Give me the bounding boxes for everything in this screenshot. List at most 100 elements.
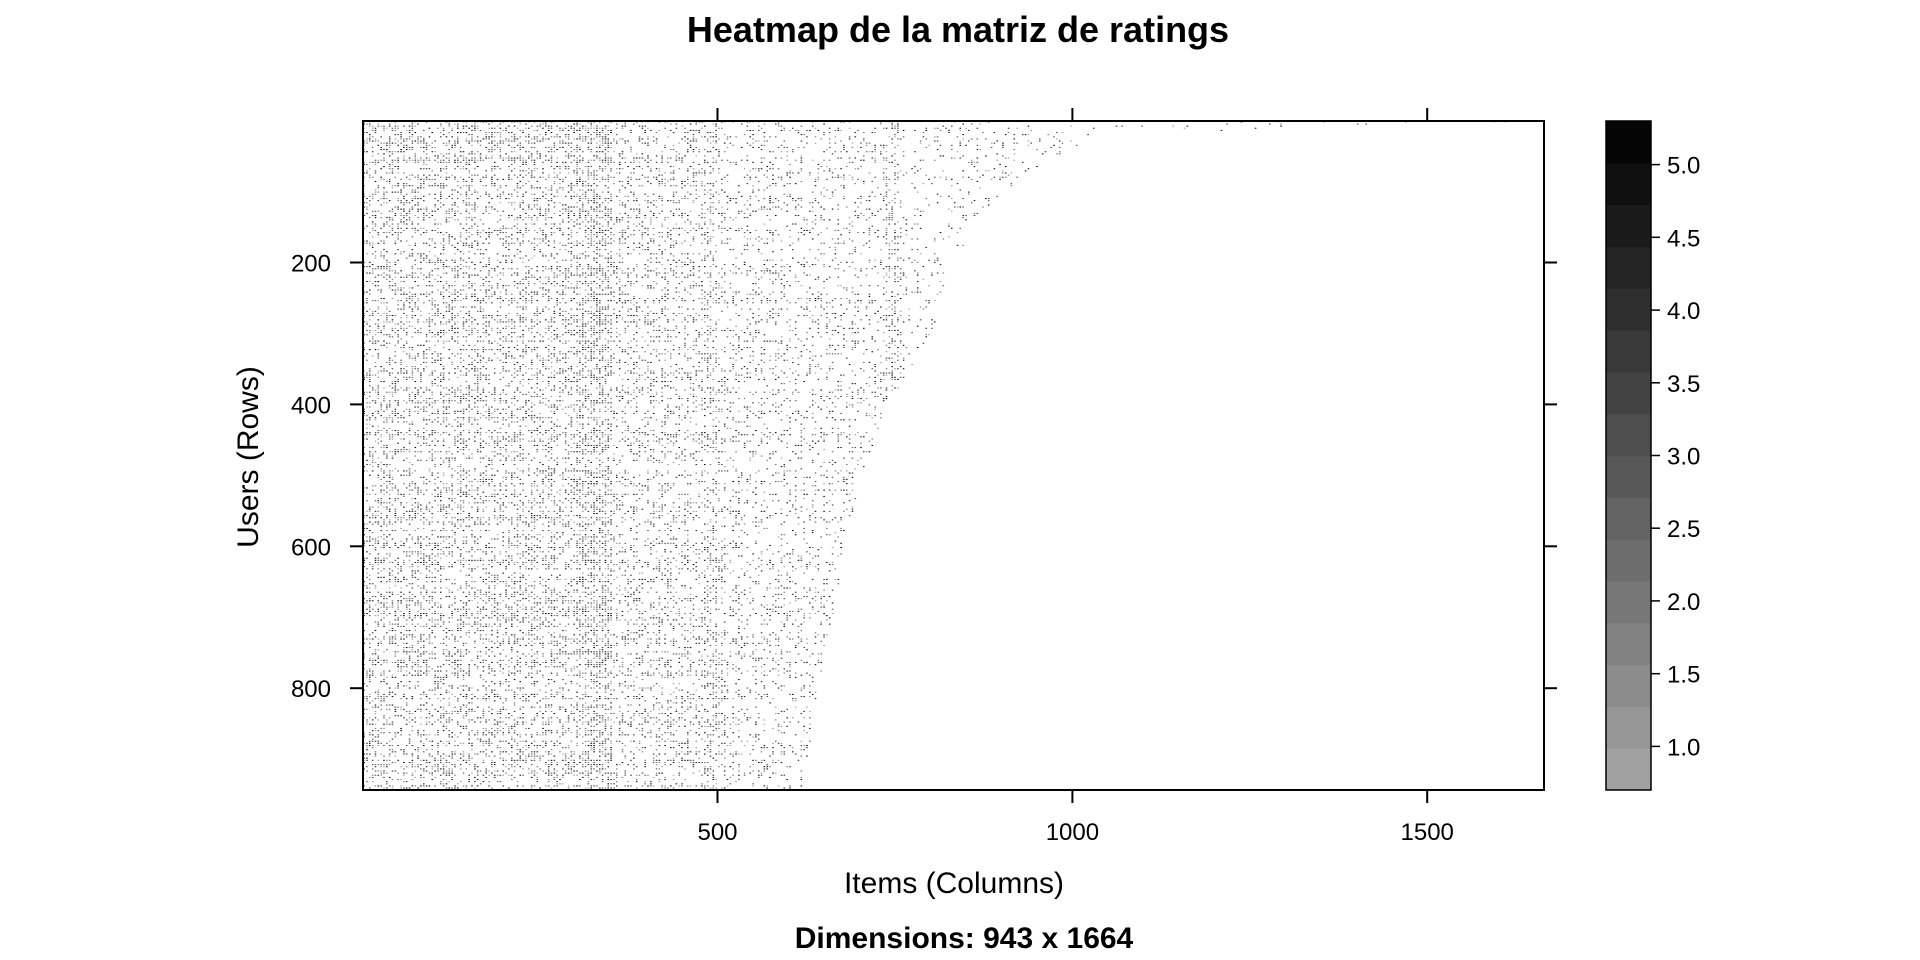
heatmap-cell (414, 302, 417, 304)
heatmap-cell (675, 127, 678, 129)
heatmap-cell (647, 142, 649, 144)
heatmap-cell (712, 223, 715, 225)
heatmap-cell (479, 276, 482, 278)
heatmap-cell (854, 157, 857, 159)
heatmap-cell (496, 195, 499, 197)
heatmap-cell (479, 302, 482, 304)
heatmap-cell (897, 127, 899, 129)
heatmap-cell (513, 219, 516, 221)
heatmap-cell (485, 315, 487, 317)
heatmap-cell (522, 170, 524, 172)
heatmap-cell (706, 161, 709, 163)
heatmap-cell (675, 159, 678, 161)
heatmap-cell (897, 276, 899, 278)
heatmap-cell (476, 240, 479, 242)
heatmap-cell (584, 195, 587, 197)
heatmap-cell (448, 287, 451, 289)
heatmap-cell (607, 257, 610, 259)
heatmap-cell (545, 223, 547, 225)
heatmap-cell (411, 298, 414, 300)
heatmap-cell (922, 136, 925, 138)
heatmap-cell (1365, 123, 1368, 125)
heatmap-cell (366, 132, 368, 134)
heatmap-cell (593, 193, 595, 195)
heatmap-cell (704, 174, 706, 176)
heatmap-cell (601, 176, 604, 178)
heatmap-cell (394, 129, 397, 131)
heatmap-cell (678, 283, 681, 285)
heatmap-cell (604, 138, 607, 140)
heatmap-cell (431, 302, 434, 304)
heatmap-cell (627, 246, 629, 248)
heatmap-cell (894, 242, 896, 244)
heatmap-cell (860, 268, 862, 270)
heatmap-cell (459, 236, 462, 238)
heatmap-cell (1357, 123, 1359, 125)
heatmap-cell (1016, 142, 1018, 144)
heatmap-cell (499, 295, 502, 297)
heatmap-cell (820, 253, 822, 255)
heatmap-cell (593, 227, 595, 229)
heatmap-cell (746, 142, 749, 144)
heatmap-cell (729, 283, 732, 285)
heatmap-cell (474, 123, 476, 125)
heatmap-cell (621, 151, 624, 153)
heatmap-cell (547, 176, 550, 178)
heatmap-cell (979, 187, 981, 189)
heatmap-cell (891, 217, 893, 219)
heatmap-cell (459, 146, 462, 148)
heatmap-cell (397, 168, 399, 170)
heatmap-cell (414, 140, 417, 142)
heatmap-cell (488, 315, 490, 317)
heatmap-cell (854, 183, 857, 185)
heatmap-cell (613, 140, 615, 142)
heatmap-cell (786, 225, 788, 227)
heatmap-cell (709, 132, 712, 134)
heatmap-cell (760, 276, 763, 278)
heatmap-cell (559, 215, 561, 217)
heatmap-cell (891, 155, 893, 157)
heatmap-cell (533, 170, 536, 172)
heatmap-cell (462, 151, 465, 153)
heatmap-cell (607, 208, 610, 210)
heatmap-cell (567, 129, 570, 131)
heatmap-cell (911, 261, 913, 263)
heatmap-cell (667, 293, 669, 295)
heatmap-cell (599, 242, 601, 244)
heatmap-cell (786, 183, 788, 185)
heatmap-cell (894, 136, 896, 138)
heatmap-cell (587, 174, 590, 176)
heatmap-cell (684, 132, 686, 134)
heatmap-cell (843, 185, 845, 187)
heatmap-cell (661, 295, 663, 297)
heatmap-cell (621, 242, 624, 244)
heatmap-cell (868, 217, 871, 219)
heatmap-cell (613, 176, 615, 178)
heatmap-cell (880, 259, 882, 261)
heatmap-cell (550, 223, 553, 225)
heatmap-cell (437, 157, 439, 159)
heatmap-cell (536, 204, 539, 206)
heatmap-cell (525, 223, 527, 225)
heatmap-cell (811, 315, 814, 317)
heatmap-cell (715, 140, 717, 142)
heatmap-cell (792, 257, 794, 259)
heatmap-cell (1047, 134, 1050, 136)
heatmap-cell (423, 227, 425, 229)
heatmap-cell (610, 227, 612, 229)
heatmap-cell (914, 215, 916, 217)
heatmap-cell (363, 161, 365, 163)
heatmap-cell (457, 123, 459, 125)
heatmap-cell (397, 157, 399, 159)
heatmap-cell (440, 198, 442, 200)
heatmap-cell (400, 193, 402, 195)
heatmap-cell (658, 232, 661, 234)
heatmap-cell (661, 183, 663, 185)
heatmap-cell (905, 234, 908, 236)
heatmap-cell (695, 285, 698, 287)
heatmap-cell (888, 244, 891, 246)
heatmap-cell (712, 298, 715, 300)
heatmap-cell (369, 232, 371, 234)
heatmap-cell (894, 153, 896, 155)
heatmap-cell (681, 227, 683, 229)
